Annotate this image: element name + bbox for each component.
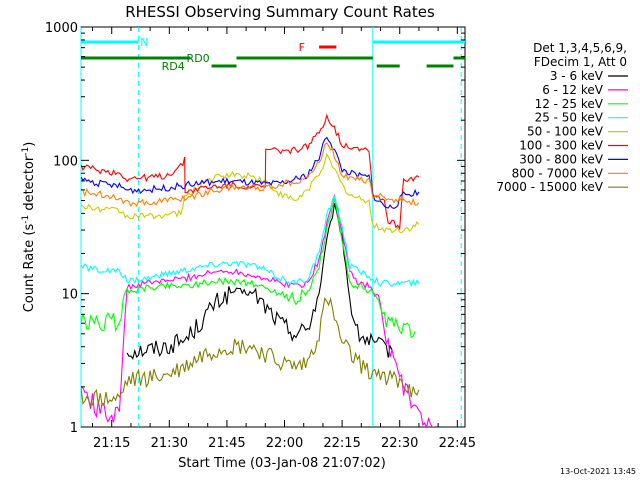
flag-label-rd0: RD0 bbox=[187, 52, 210, 65]
legend-label-7000-15000-kev: 7000 - 15000 keV bbox=[496, 180, 603, 194]
series-line-7000-15000-kev bbox=[81, 296, 420, 406]
legend: Det 1,3,4,5,6,9, FDecim 1, Att 0 3 - 6 k… bbox=[496, 41, 628, 194]
y-tick-label: 1000 bbox=[45, 21, 78, 36]
x-tick-label: 22:30 bbox=[381, 436, 418, 451]
series-line-300-800-kev bbox=[81, 136, 420, 209]
legend-label-100-300-kev: 100 - 300 keV bbox=[519, 139, 603, 153]
x-axis-label: Start Time (03-Jan-08 21:07:02) bbox=[178, 456, 386, 471]
flag-label-n: N bbox=[140, 36, 148, 49]
series-line-50-100-kev bbox=[81, 152, 420, 234]
x-tick-label: 22:00 bbox=[266, 436, 303, 451]
x-tick-label: 21:15 bbox=[93, 436, 130, 451]
legend-label-3-6-kev: 3 - 6 keV bbox=[550, 69, 604, 83]
series-line-12-25-kev bbox=[81, 198, 416, 339]
chart-title: RHESSI Observing Summary Count Rates bbox=[125, 3, 435, 21]
series-line-800-7000-kev bbox=[81, 142, 420, 208]
x-tick-label: 21:45 bbox=[208, 436, 245, 451]
x-tick-label: 22:15 bbox=[323, 436, 360, 451]
date-stamp: 13-Oct-2021 13:45 bbox=[560, 467, 636, 476]
legend-label-800-7000-kev: 800 - 7000 keV bbox=[512, 166, 604, 180]
legend-label-12-25-kev: 12 - 25 keV bbox=[535, 97, 604, 111]
y-axis-label: Count Rate (s-1 detector-1) bbox=[21, 142, 37, 313]
y-tick-label: 1 bbox=[70, 421, 78, 436]
series-line-3-6-kev bbox=[126, 203, 393, 360]
flag-label-f: F bbox=[299, 41, 305, 54]
legend-header-line-1: Det 1,3,4,5,6,9, bbox=[533, 41, 627, 55]
y-tick-label: 10 bbox=[61, 288, 78, 303]
legend-label-25-50-kev: 25 - 50 keV bbox=[535, 111, 604, 125]
legend-label-50-100-kev: 50 - 100 keV bbox=[527, 125, 604, 139]
legend-label-6-12-kev: 6 - 12 keV bbox=[542, 83, 604, 97]
legend-label-300-800-kev: 300 - 800 keV bbox=[519, 152, 603, 166]
series-line-25-50-kev bbox=[81, 195, 420, 288]
x-tick-label: 22:45 bbox=[439, 436, 476, 451]
series-line-100-300-kev bbox=[81, 113, 420, 231]
y-tick-label: 100 bbox=[53, 154, 78, 169]
x-tick-label: 21:30 bbox=[151, 436, 188, 451]
flag-label-rd4: RD4 bbox=[162, 60, 185, 73]
legend-header-line-2: FDecim 1, Att 0 bbox=[534, 55, 627, 69]
